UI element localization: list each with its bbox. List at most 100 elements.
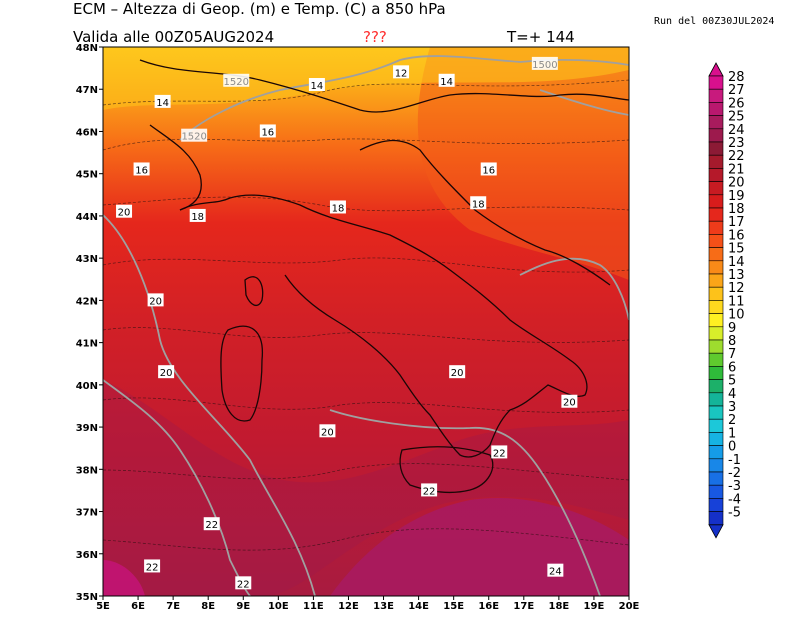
colorbar-swatch	[708, 181, 724, 196]
temp-contour-label: 20	[147, 293, 164, 307]
temp-contour-value: 16	[482, 165, 495, 176]
temp-contour-label: 12	[393, 65, 410, 79]
geopotential-labels: 1520 1520 1500	[181, 56, 558, 143]
colorbar-label: 21	[728, 162, 745, 177]
colorbar-label: 23	[728, 136, 745, 151]
colorbar-swatch	[708, 405, 724, 420]
colorbar-swatch	[708, 207, 724, 222]
map-frame	[102, 46, 630, 597]
lon-tick-label: 16E	[478, 601, 499, 612]
temp-contour-label: 18	[329, 200, 346, 214]
temp-contour-label: 14	[308, 78, 325, 92]
temp-contour-value: 20	[321, 427, 334, 438]
colorbar-swatch	[708, 115, 724, 130]
lat-tick-label: 48N	[76, 43, 98, 54]
colorbar-label: 7	[728, 347, 736, 362]
lat-tick-label: 39N	[76, 423, 98, 434]
geopotential-contour-label: 1520	[223, 73, 250, 88]
valid-time: Valida alle 00Z05AUG2024	[73, 28, 275, 46]
temp-contour-value: 24	[549, 567, 562, 578]
latitude-axis: 48N 47N 46N 45N 44N 43N 42N 41N 40N 39N 38N 37N 36N 3…	[76, 43, 103, 603]
temp-contour-label: 22	[203, 517, 220, 531]
colorbar-swatch	[708, 498, 724, 512]
colorbar-swatch	[708, 260, 724, 275]
geopotential-contour-label: 1500	[531, 56, 558, 71]
colorbar-label: 16	[728, 228, 745, 243]
colorbar-swatch	[708, 484, 724, 499]
lon-tick-label: 17E	[513, 601, 534, 612]
lat-tick-label: 38N	[76, 465, 98, 476]
colorbar-swatch	[708, 418, 724, 433]
colorbar-label: 13	[728, 268, 745, 283]
colorbar-label: 6	[728, 360, 736, 375]
lon-tick-label: 18E	[548, 601, 569, 612]
colorbar-label: -3	[728, 479, 741, 494]
colorbar-label: 2	[728, 413, 736, 428]
colorbar-label: -2	[728, 466, 741, 481]
lat-tick-label: 35N	[76, 592, 98, 603]
lat-tick-label: 36N	[76, 550, 98, 561]
temp-contour-value: 14	[440, 77, 453, 88]
unknown-marker: ???	[363, 28, 387, 46]
lon-tick-label: 10E	[268, 601, 289, 612]
colorbar-label: 8	[728, 334, 736, 349]
hot-zone-southwest	[103, 560, 145, 596]
colorbar-swatch	[708, 471, 724, 486]
temp-contour-label: 16	[259, 124, 276, 138]
temp-contour-value: 20	[149, 296, 162, 307]
map-title: ECM – Altezza di Geop. (m) e Temp. (C) a…	[73, 0, 446, 18]
colorbar-label: 19	[728, 189, 745, 204]
geopotential-contour-value: 1520	[181, 132, 206, 143]
colorbar-label: 22	[728, 149, 745, 164]
temp-contour-label: 20	[449, 365, 466, 379]
temp-contour-label: 20	[116, 204, 133, 219]
lon-tick-label: 8E	[201, 601, 215, 612]
colorbar-label: 11	[728, 294, 745, 309]
colorbar-swatch	[708, 194, 724, 209]
colorbar-label: 27	[728, 83, 745, 98]
colorbar-swatch	[708, 247, 724, 262]
temp-contour-value: 22	[205, 520, 218, 531]
colorbar-label: -5	[728, 506, 741, 521]
temp-contour-value: 18	[472, 199, 485, 210]
colorbar-label: 24	[728, 123, 745, 138]
lat-tick-label: 41N	[76, 339, 98, 350]
temp-contour-value: 22	[423, 486, 436, 497]
colorbar-swatch	[708, 511, 724, 526]
temp-contour-label: 18	[470, 196, 487, 210]
lat-tick-label: 44N	[76, 212, 98, 223]
temp-contour-label: 22	[144, 559, 161, 573]
colorbar-swatch	[708, 273, 724, 288]
lon-tick-label: 13E	[373, 601, 394, 612]
cool-zone-north	[103, 47, 629, 110]
lat-tick-label: 37N	[76, 508, 98, 519]
colorbar-swatch	[708, 128, 724, 143]
temp-isolines	[103, 79, 629, 551]
run-label: Run del 00Z30JUL2024	[654, 16, 775, 27]
colorbar-label: 17	[728, 215, 745, 230]
temp-contour-value: 14	[156, 98, 169, 109]
colorbar-label: 0	[728, 440, 736, 455]
colorbar-swatch	[708, 458, 724, 473]
temp-contour-value: 22	[493, 448, 506, 459]
geopotential-contour-label: 1520	[181, 128, 208, 143]
colorbar-swatch	[708, 339, 724, 354]
colorbar-swatch	[708, 445, 724, 460]
colorbar-swatch	[708, 286, 724, 301]
temp-contour-value: 12	[395, 68, 408, 79]
temperature-colorbar: 2827262524232221201918171615141312111098…	[708, 62, 745, 539]
temp-contour-value: 20	[118, 208, 131, 219]
colorbar-label: 26	[728, 96, 745, 111]
colorbar-swatch	[708, 352, 724, 367]
colorbar-label: 5	[728, 374, 736, 389]
forecast-step: T=+ 144	[507, 28, 575, 46]
colorbar-swatch	[708, 300, 724, 314]
colorbar-swatch	[708, 102, 724, 116]
temp-contour-label: 16	[480, 162, 497, 176]
temp-contour-value: 22	[146, 562, 159, 573]
colorbar-label: 14	[728, 255, 745, 270]
colorbar-label: -1	[728, 453, 741, 468]
colorbar-swatch	[708, 392, 724, 407]
colorbar-label: 28	[728, 70, 745, 85]
lon-tick-label: 11E	[303, 601, 324, 612]
